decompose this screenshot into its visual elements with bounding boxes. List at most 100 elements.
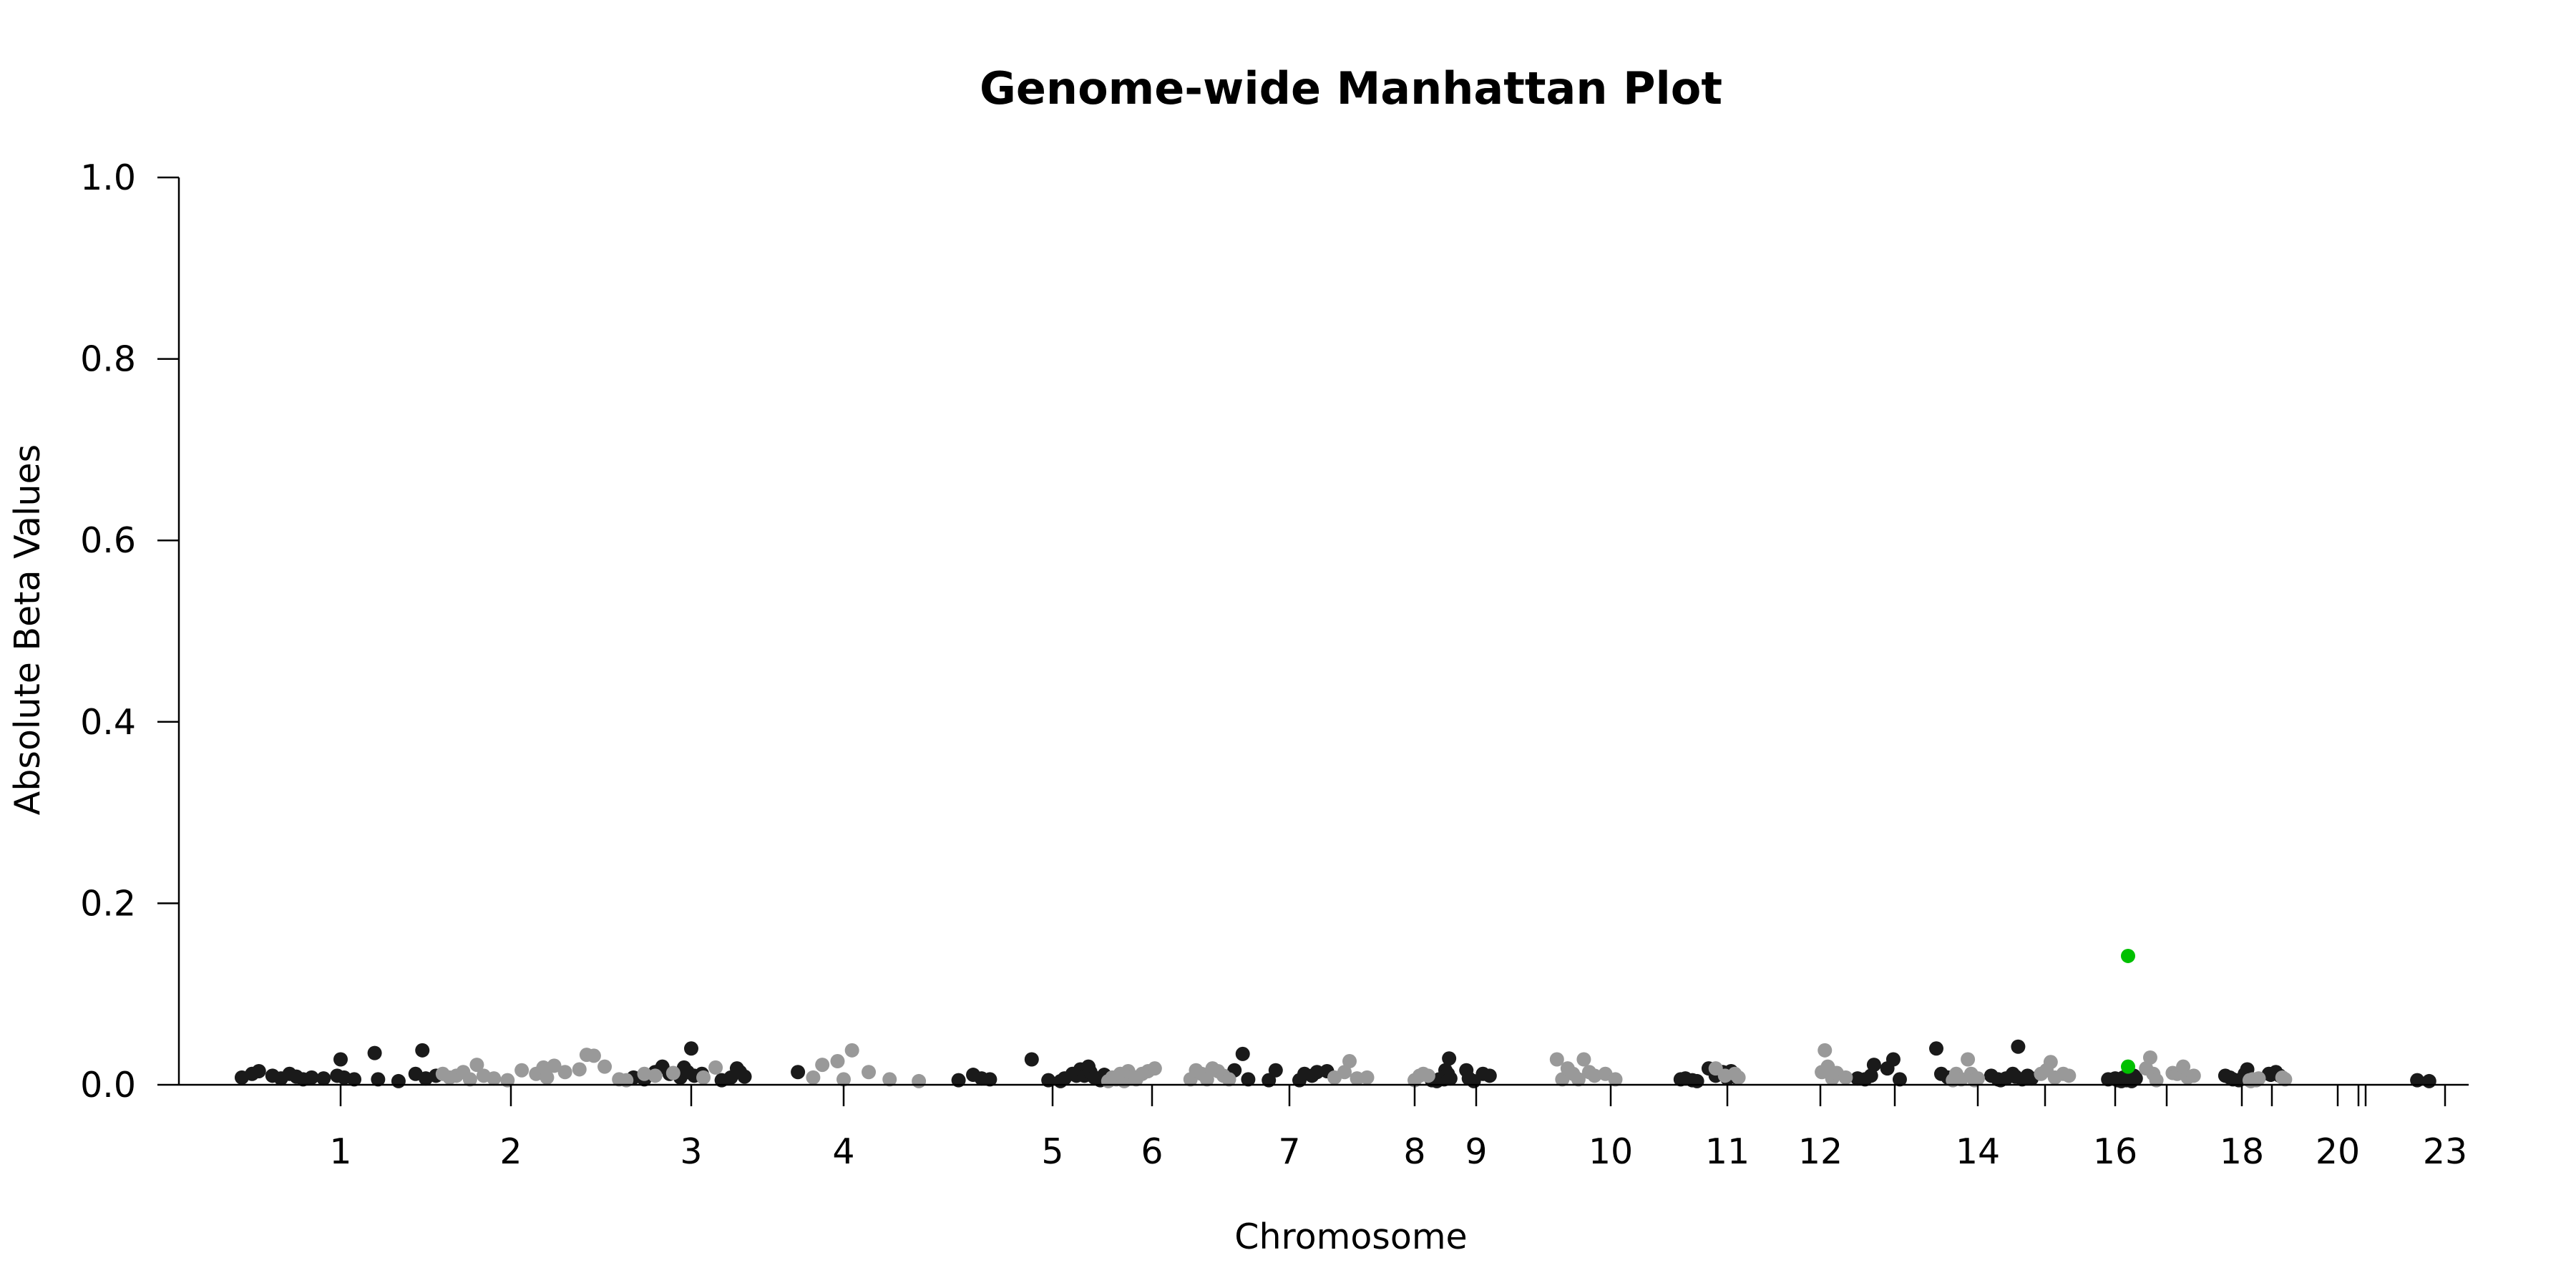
data-point-light (462, 1072, 477, 1087)
data-point-dark (1885, 1052, 1901, 1067)
data-point-light (2251, 1071, 2266, 1086)
data-point-light (1549, 1052, 1564, 1067)
data-point-light (844, 1043, 859, 1058)
data-point-light (514, 1063, 530, 1078)
data-point-light (1576, 1052, 1591, 1067)
data-point-dark (367, 1045, 382, 1060)
data-point-dark (316, 1071, 331, 1086)
y-axis-ticks: 0.0 0.2 0.4 0.6 0.8 1.0 (80, 157, 179, 1106)
data-point-light (2142, 1050, 2157, 1065)
x-tick-label: 18 (2220, 1131, 2264, 1172)
data-point-light (665, 1065, 680, 1080)
data-point-light (696, 1070, 711, 1085)
data-point-light (2176, 1059, 2191, 1074)
data-point-dark (347, 1072, 362, 1087)
data-point-light (815, 1058, 830, 1073)
plot-area: 0.00.20.40.60.81.0 1 2 3 4 5 6 7 8 9 10 11 12 14 16 18… (80, 157, 2469, 1172)
data-point-dark (1892, 1072, 1907, 1087)
data-point-light (1971, 1071, 1985, 1086)
data-point-light (619, 1073, 634, 1088)
data-point-highlight (2121, 1059, 2135, 1074)
data-point-light (836, 1072, 851, 1087)
data-point-light (2186, 1068, 2201, 1083)
data-point-light (2043, 1055, 2058, 1070)
data-point-dark (333, 1052, 348, 1067)
x-axis-ticks: 1 2 3 4 5 6 7 8 9 10 11 12 14 16 18 20 23 (329, 1085, 2467, 1172)
x-tick-label: 8 (1403, 1131, 1425, 1172)
x-tick-label: 1 (329, 1131, 351, 1172)
data-point-light (1571, 1072, 1586, 1087)
data-point-light (597, 1059, 613, 1074)
data-point-dark (1024, 1052, 1039, 1067)
data-point-dark (1241, 1072, 1256, 1087)
data-point-light (487, 1071, 502, 1086)
data-point-light (806, 1070, 821, 1085)
data-point-dark (2128, 1071, 2143, 1086)
data-point-light (2062, 1068, 2077, 1083)
data-point-light (1818, 1043, 1833, 1058)
data-point-light (1608, 1072, 1623, 1087)
data-point-dark (982, 1072, 997, 1087)
data-point-light (586, 1048, 601, 1063)
data-point-dark (1689, 1073, 1704, 1088)
y-tick-label: 0.6 (80, 520, 136, 561)
x-tick-label: 5 (1041, 1131, 1063, 1172)
data-point-dark (251, 1063, 266, 1078)
x-tick-label: 6 (1141, 1131, 1163, 1172)
data-point-light (912, 1073, 927, 1088)
data-point-dark (1929, 1041, 1943, 1056)
x-tick-label: 3 (680, 1131, 702, 1172)
data-point-light (1221, 1072, 1236, 1087)
data-point-light (830, 1054, 845, 1069)
data-point-light (708, 1060, 723, 1075)
data-point-dark (684, 1041, 698, 1056)
data-point-dark (304, 1070, 319, 1085)
data-point-light (557, 1065, 572, 1080)
x-tick-label: 11 (1705, 1131, 1750, 1172)
data-point-light (540, 1070, 555, 1085)
data-point-light (2149, 1073, 2164, 1088)
data-point-light (547, 1058, 562, 1073)
data-point-dark (1863, 1068, 1878, 1083)
data-point-light (1961, 1052, 1976, 1067)
x-tick-label: 23 (2423, 1131, 2467, 1172)
y-axis-label: Absolute Beta Values (7, 444, 48, 815)
y-tick-label: 0.4 (80, 702, 136, 743)
data-point-dark (1482, 1068, 1497, 1083)
x-tick-label: 4 (832, 1131, 854, 1172)
data-point-light (1420, 1068, 1435, 1083)
data-point-dark (791, 1065, 806, 1080)
data-point-light (1731, 1070, 1746, 1085)
data-point-dark (1262, 1073, 1277, 1088)
x-tick-label: 7 (1278, 1131, 1300, 1172)
data-point-light (637, 1066, 652, 1081)
data-point-light (1199, 1072, 1214, 1087)
x-tick-label: 14 (1956, 1131, 2000, 1172)
x-tick-label: 2 (499, 1131, 522, 1172)
data-point-light (500, 1073, 515, 1088)
chart-title: Genome-wide Manhattan Plot (980, 62, 1722, 114)
data-point-light (1838, 1070, 1853, 1085)
data-point-light (1147, 1061, 1162, 1076)
data-point-light (469, 1058, 484, 1073)
data-point-dark (391, 1073, 406, 1088)
data-point-dark (1442, 1051, 1457, 1066)
x-tick-label: 9 (1465, 1131, 1487, 1172)
data-point-dark (1443, 1071, 1458, 1086)
data-point-light (648, 1068, 663, 1083)
data-point-dark (371, 1072, 386, 1087)
data-point-light (1587, 1068, 1602, 1083)
y-tick-label: 0.2 (80, 883, 136, 924)
y-tick-label: 1.0 (80, 157, 136, 198)
data-point-dark (2011, 1039, 2026, 1054)
data-point-highlight (2121, 948, 2135, 963)
data-point-dark (1268, 1063, 1283, 1078)
data-point-light (572, 1062, 587, 1077)
y-tick-label: 0.8 (80, 339, 136, 380)
y-tick-label: 0.0 (80, 1065, 136, 1106)
data-point-dark (737, 1069, 752, 1084)
data-point-light (1360, 1070, 1375, 1085)
x-axis-label: Chromosome (1234, 1216, 1467, 1257)
data-point-dark (2410, 1073, 2425, 1088)
